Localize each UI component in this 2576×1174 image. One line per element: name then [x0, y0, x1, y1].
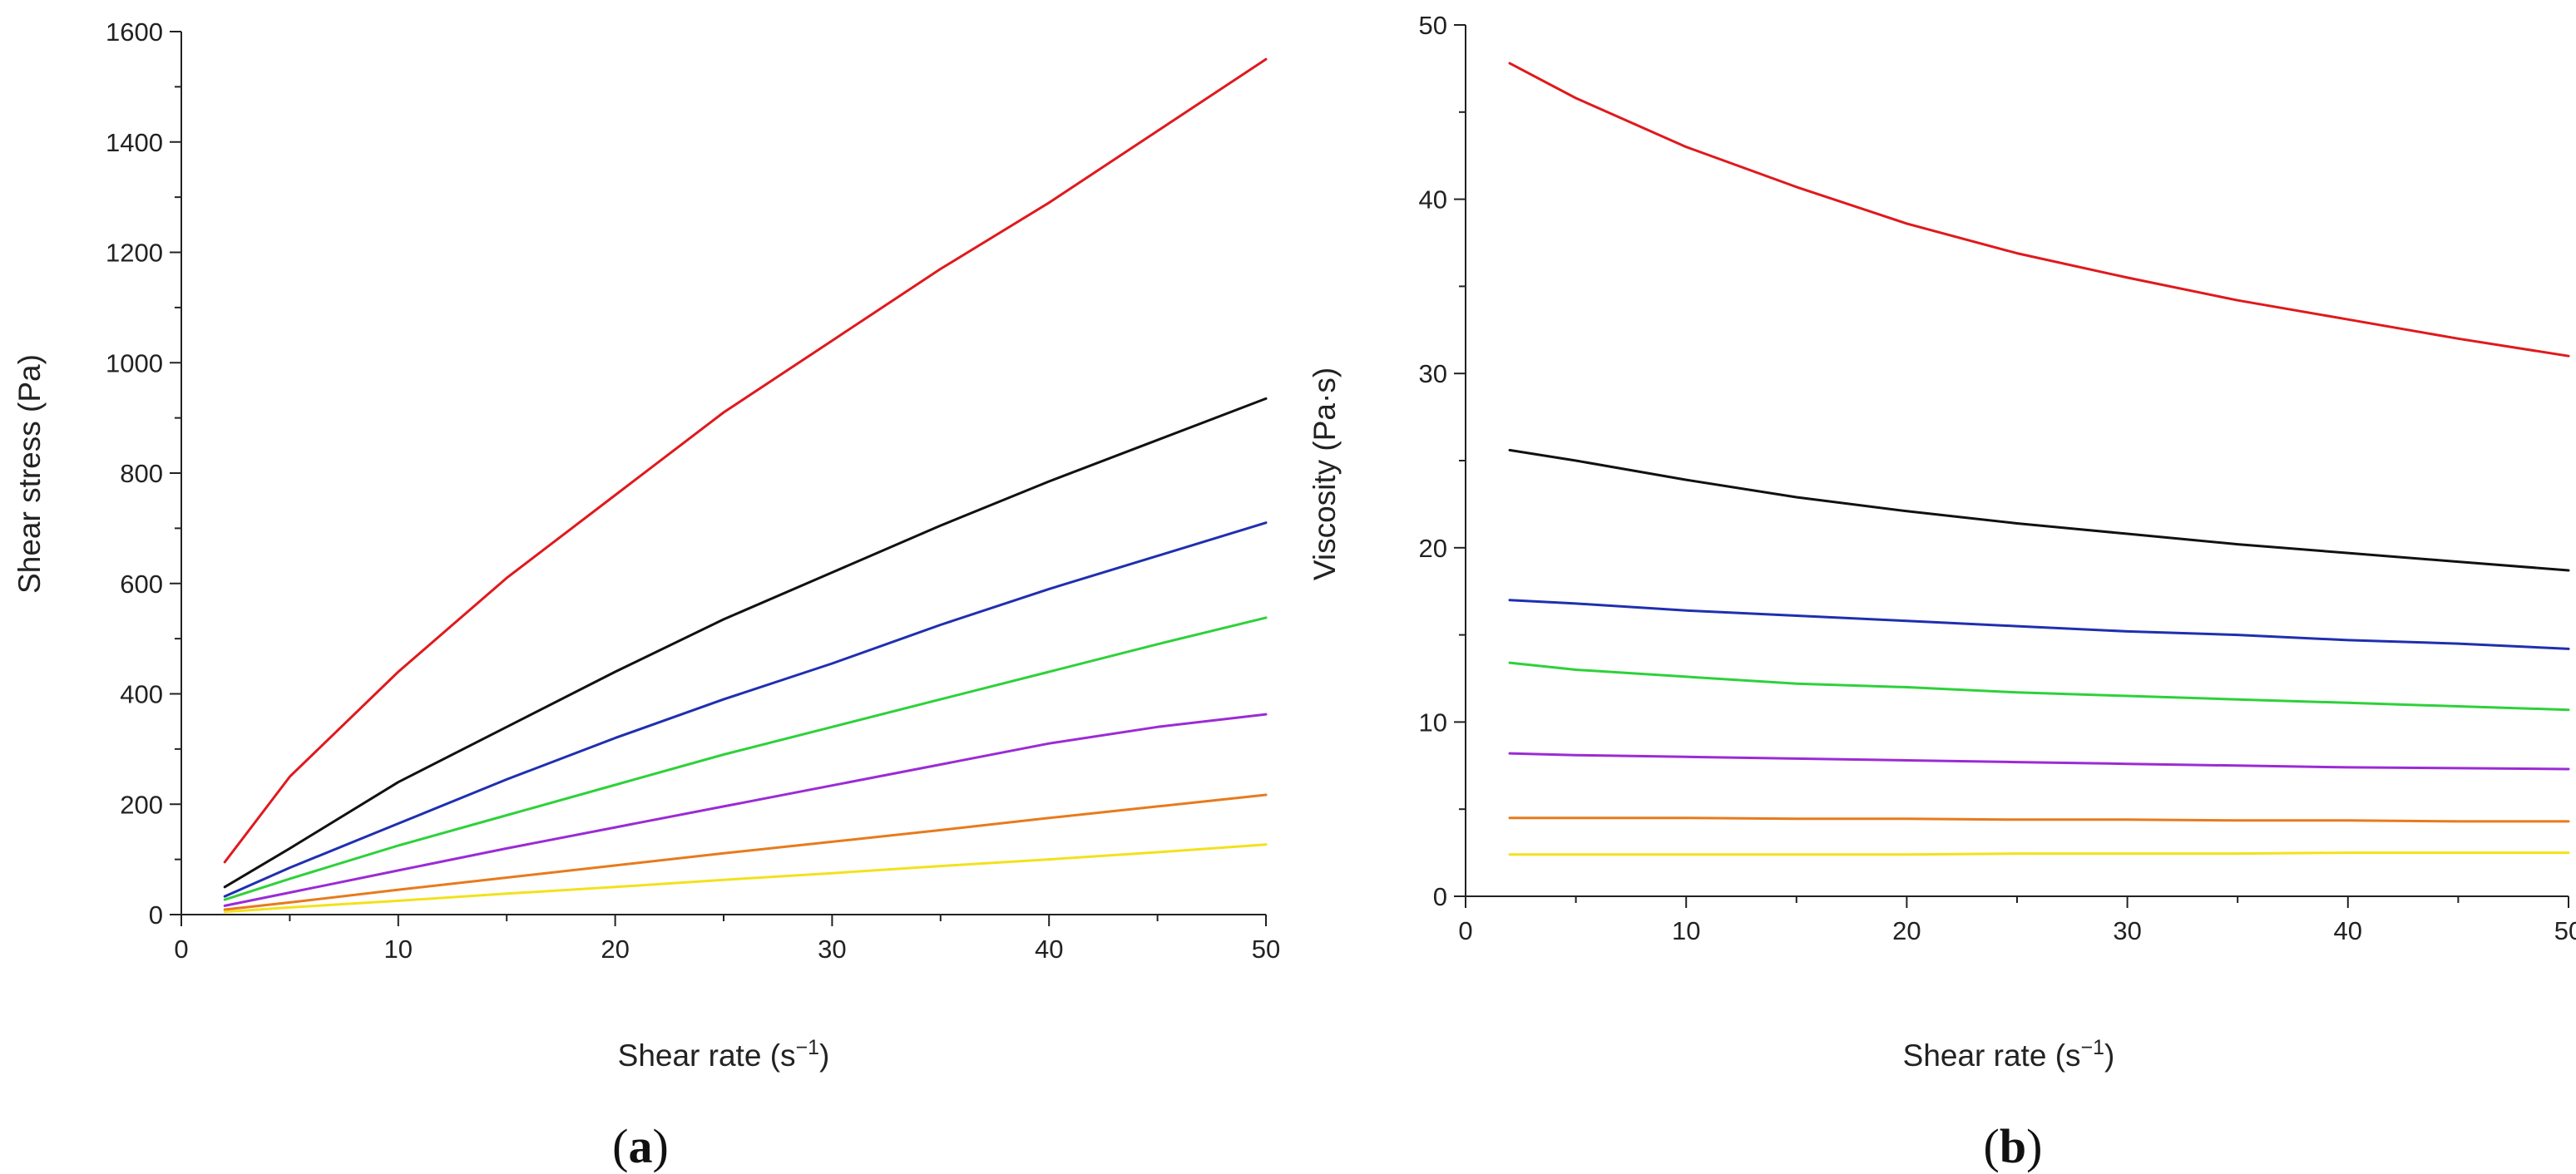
panel-b-series-green	[1508, 661, 2570, 712]
panel-b-x-tick-label: 10	[1672, 916, 1700, 945]
panel-a-series-orange	[223, 793, 1268, 911]
panel-b-y-tick-label: 20	[1419, 534, 1447, 563]
panel-a-x-tick-label: 0	[174, 935, 188, 964]
panel-b-x-tick-label: 30	[2113, 916, 2141, 945]
panel-a-x-ticks: 0 10 20 30 40 50	[174, 915, 1280, 964]
panel-b-x-axis-title: Shear rate (s−1)	[1903, 1036, 2115, 1073]
panel-a-series-purple	[223, 713, 1268, 907]
panel-a-y-tick-label: 200	[120, 790, 163, 819]
panel-b-y-ticks: 0 10 20 30 40 50	[1419, 11, 1466, 911]
panel-b-chart: 0 10 20 30 40 50 0 10 20 30 40 50 Viscosity (Pa·s)…	[1308, 11, 2576, 1173]
panel-b-series-yellow	[1508, 851, 2570, 856]
panel-a-x-tick-label: 40	[1035, 935, 1063, 964]
panel-b-series-black	[1508, 448, 2570, 572]
panel-a-y-tick-label: 1200	[106, 239, 163, 268]
panel-b-x-tick-label: 40	[2334, 916, 2362, 945]
panel-a-series-black	[223, 397, 1268, 889]
panel-a-y-tick-label: 800	[120, 459, 163, 488]
panel-a-y-axis-title: Shear stress (Pa)	[12, 354, 47, 594]
panel-a-label: (a)	[612, 1119, 669, 1173]
panel-b-x-tick-label: 50	[2554, 916, 2576, 945]
panel-b-series-red	[1508, 62, 2570, 358]
panel-b-label: (b)	[1984, 1119, 2043, 1173]
panel-a-y-tick-label: 1600	[106, 17, 163, 47]
panel-b-y-tick-label: 0	[1433, 882, 1447, 911]
panel-b-y-axis-title: Viscosity (Pa·s)	[1308, 367, 1342, 580]
panel-a-y-tick-label: 1400	[106, 128, 163, 157]
panel-a-x-tick-label: 30	[818, 935, 846, 964]
panel-a-x-tick-label: 50	[1252, 935, 1280, 964]
panel-a-series-green	[223, 616, 1268, 901]
panel-b-series-purple	[1508, 752, 2570, 771]
panel-b-series-blue	[1508, 599, 2570, 650]
panel-a-series-red	[223, 57, 1268, 864]
panel-b-x-tick-label: 0	[1458, 916, 1472, 945]
panel-a-y-tick-label: 0	[149, 900, 163, 930]
panel-b-y-tick-label: 40	[1419, 185, 1447, 215]
panel-a-chart: 0 200 400 600 800 1000 1200 1400 1600 0 10 20 30 40 5…	[12, 17, 1280, 1173]
panel-b-y-tick-label: 50	[1419, 11, 1447, 40]
panel-a-x-tick-label: 10	[384, 935, 413, 964]
panel-b-axes	[1465, 25, 2569, 897]
panel-b-x-ticks: 0 10 20 30 40 50	[1458, 896, 2576, 945]
panel-a-y-tick-label: 1000	[106, 348, 163, 377]
panel-a-series-blue	[223, 521, 1268, 898]
panel-a-x-tick-label: 20	[601, 935, 629, 964]
panel-a-series-group	[223, 57, 1268, 914]
panel-a-x-axis-title: Shear rate (s−1)	[618, 1036, 830, 1073]
panel-b-y-tick-label: 30	[1419, 359, 1447, 388]
panel-a-axes	[180, 32, 1266, 915]
panel-a-y-ticks: 0 200 400 600 800 1000 1200 1400 1600	[106, 17, 181, 930]
panel-b-x-tick-label: 20	[1892, 916, 1921, 945]
panel-a-y-tick-label: 400	[120, 680, 163, 709]
panel-b-series-orange	[1508, 816, 2570, 823]
panel-a-y-tick-label: 600	[120, 570, 163, 599]
panel-b-y-tick-label: 10	[1419, 708, 1447, 737]
panel-a-series-yellow	[223, 843, 1268, 914]
panel-b-series-group	[1508, 62, 2570, 856]
